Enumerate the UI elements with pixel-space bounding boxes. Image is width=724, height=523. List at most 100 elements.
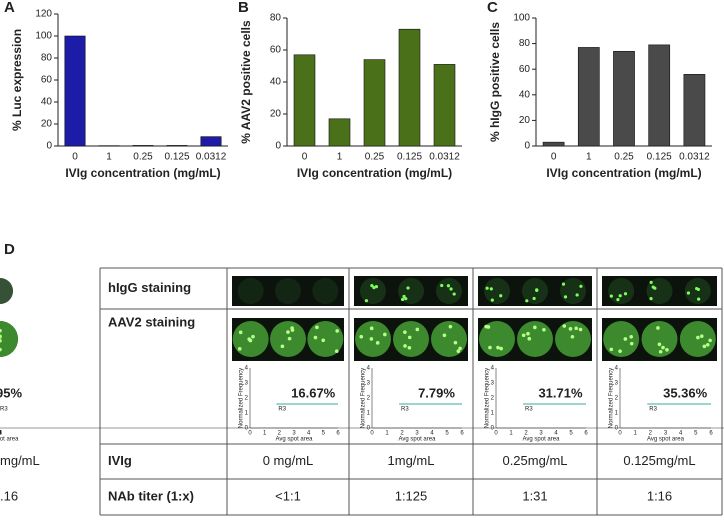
cell-text: 0.125mg/mL — [623, 453, 695, 468]
y-axis-label: % AAV2 positive cells — [239, 20, 253, 144]
cell-blob — [275, 278, 301, 304]
spot — [623, 292, 628, 296]
cell-blob — [0, 278, 13, 304]
y-tick-label: 40 — [270, 77, 282, 88]
y-tick-label: 20 — [519, 115, 531, 126]
y-tick-label: 0 — [524, 141, 530, 152]
spot — [499, 294, 503, 298]
cell-blob — [522, 278, 548, 304]
spot — [0, 347, 2, 352]
hist-y-label: Normalized Frequency — [609, 368, 615, 428]
bar — [613, 50, 635, 147]
cell-text: 1:16 — [647, 488, 672, 503]
spot — [656, 326, 660, 330]
cell-blob — [684, 278, 711, 304]
spot — [649, 280, 653, 284]
spot — [0, 328, 2, 333]
bar — [98, 145, 120, 147]
x-tick-label: 0 — [302, 152, 308, 163]
y-tick-label: 80 — [41, 53, 53, 64]
spot — [446, 284, 451, 288]
spot — [403, 330, 407, 334]
spot — [369, 326, 374, 331]
bar — [132, 145, 154, 147]
row-header: hIgG staining — [108, 280, 191, 295]
y-tick-label: 20 — [270, 109, 282, 120]
bar — [328, 118, 351, 147]
hist-x-tick: 3 — [0, 431, 2, 437]
hist-y-tick: 3 — [245, 381, 249, 387]
y-tick-label: 80 — [270, 13, 282, 24]
spot — [484, 324, 488, 329]
spot — [686, 291, 691, 295]
spot — [496, 345, 500, 350]
spot — [415, 327, 420, 332]
bar — [363, 59, 386, 147]
gated-percent: 14.95% — [0, 385, 22, 400]
hist-y-tick: 4 — [615, 366, 619, 372]
hist-y-tick: 0 — [367, 426, 371, 432]
spot — [448, 324, 453, 329]
spot — [315, 325, 319, 330]
cell-text: <1:1 — [275, 488, 301, 503]
spot — [609, 294, 613, 298]
cell-blob — [484, 278, 510, 304]
cell-blob — [312, 278, 339, 304]
hist-x-tick: 0 — [248, 431, 252, 437]
gate-label: R3 — [401, 407, 409, 413]
spot — [0, 335, 2, 339]
y-tick-label: 120 — [35, 9, 52, 20]
cell-text: 1mg/mL — [388, 453, 435, 468]
y-tick-label: 0 — [275, 141, 281, 152]
spot — [702, 344, 707, 349]
spot — [334, 349, 339, 354]
hist-y-tick: 1 — [615, 411, 619, 417]
hist-y-label: Normalized Frequency — [485, 368, 491, 428]
hist-x-tick: 4 — [679, 431, 683, 437]
hist-x-tick: 1 — [633, 431, 637, 437]
spot — [665, 347, 669, 352]
spot — [575, 293, 579, 297]
hist-x-label: Avg spot area — [523, 437, 561, 443]
gated-percent: 7.79% — [418, 385, 455, 400]
spot — [708, 338, 712, 343]
spot — [616, 298, 620, 302]
spot — [561, 282, 566, 286]
y-tick-label: 60 — [270, 45, 282, 56]
cell-blob — [436, 278, 462, 304]
hist-y-tick: 2 — [615, 396, 619, 402]
hist-x-tick: 6 — [0, 431, 2, 437]
cell-blob — [360, 278, 386, 304]
hist-y-tick: 4 — [367, 366, 371, 372]
hist-x-tick: 4 — [554, 431, 558, 437]
cell-blob — [0, 321, 18, 357]
spot — [499, 346, 503, 351]
hist-y-tick: 1 — [367, 411, 371, 417]
spot — [570, 334, 575, 339]
spot — [321, 338, 326, 343]
spot — [453, 340, 458, 345]
hist-x-tick: 6 — [709, 431, 713, 437]
spot — [658, 349, 663, 354]
spot — [400, 297, 405, 302]
spot — [696, 287, 700, 292]
y-tick-label: 40 — [519, 89, 531, 100]
panel-label: C — [487, 0, 498, 16]
spot — [649, 297, 653, 301]
gate-label: R3 — [649, 407, 657, 413]
x-tick-label: 0.0312 — [679, 152, 710, 163]
spot — [449, 287, 453, 291]
cell-blob — [479, 321, 515, 357]
hist-x-tick: 0 — [618, 431, 622, 437]
gated-percent: 16.67% — [291, 385, 336, 400]
bar — [648, 44, 671, 147]
spot — [525, 299, 529, 303]
spot — [286, 330, 290, 334]
spot — [290, 328, 295, 332]
row-header: IVIg — [108, 453, 132, 468]
hist-x-tick: 0 — [0, 431, 2, 437]
hist-y-tick: 2 — [367, 396, 371, 402]
x-axis-label: IVIg concentration (mg/mL) — [546, 166, 701, 180]
hist-y-tick: 3 — [615, 381, 619, 387]
cell-blob — [608, 278, 635, 304]
